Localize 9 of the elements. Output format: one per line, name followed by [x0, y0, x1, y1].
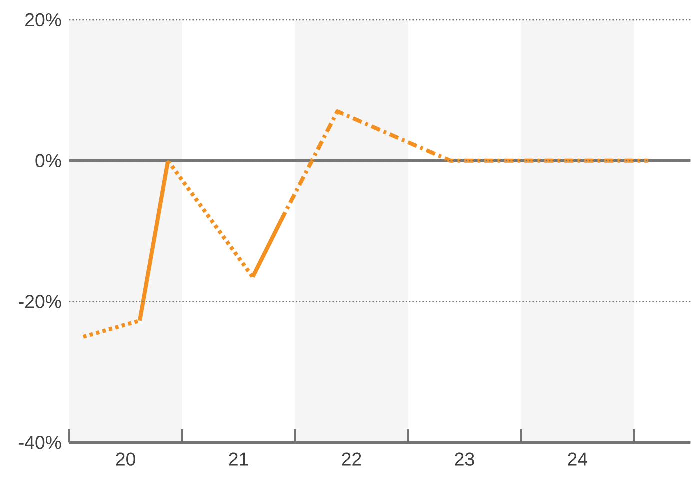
y-tick-label: 20%	[26, 13, 62, 27]
x-tick-label: 20	[116, 452, 136, 466]
y-tick-label: 0%	[36, 154, 62, 168]
y-tick-label: -20%	[19, 295, 62, 308]
x-tick-label: 21	[229, 452, 248, 466]
y-tick-label: -40%	[19, 436, 62, 450]
x-tick-label: 22	[342, 452, 362, 466]
x-tick-label: 23	[455, 452, 474, 466]
x-tick-label: 24	[568, 452, 588, 466]
